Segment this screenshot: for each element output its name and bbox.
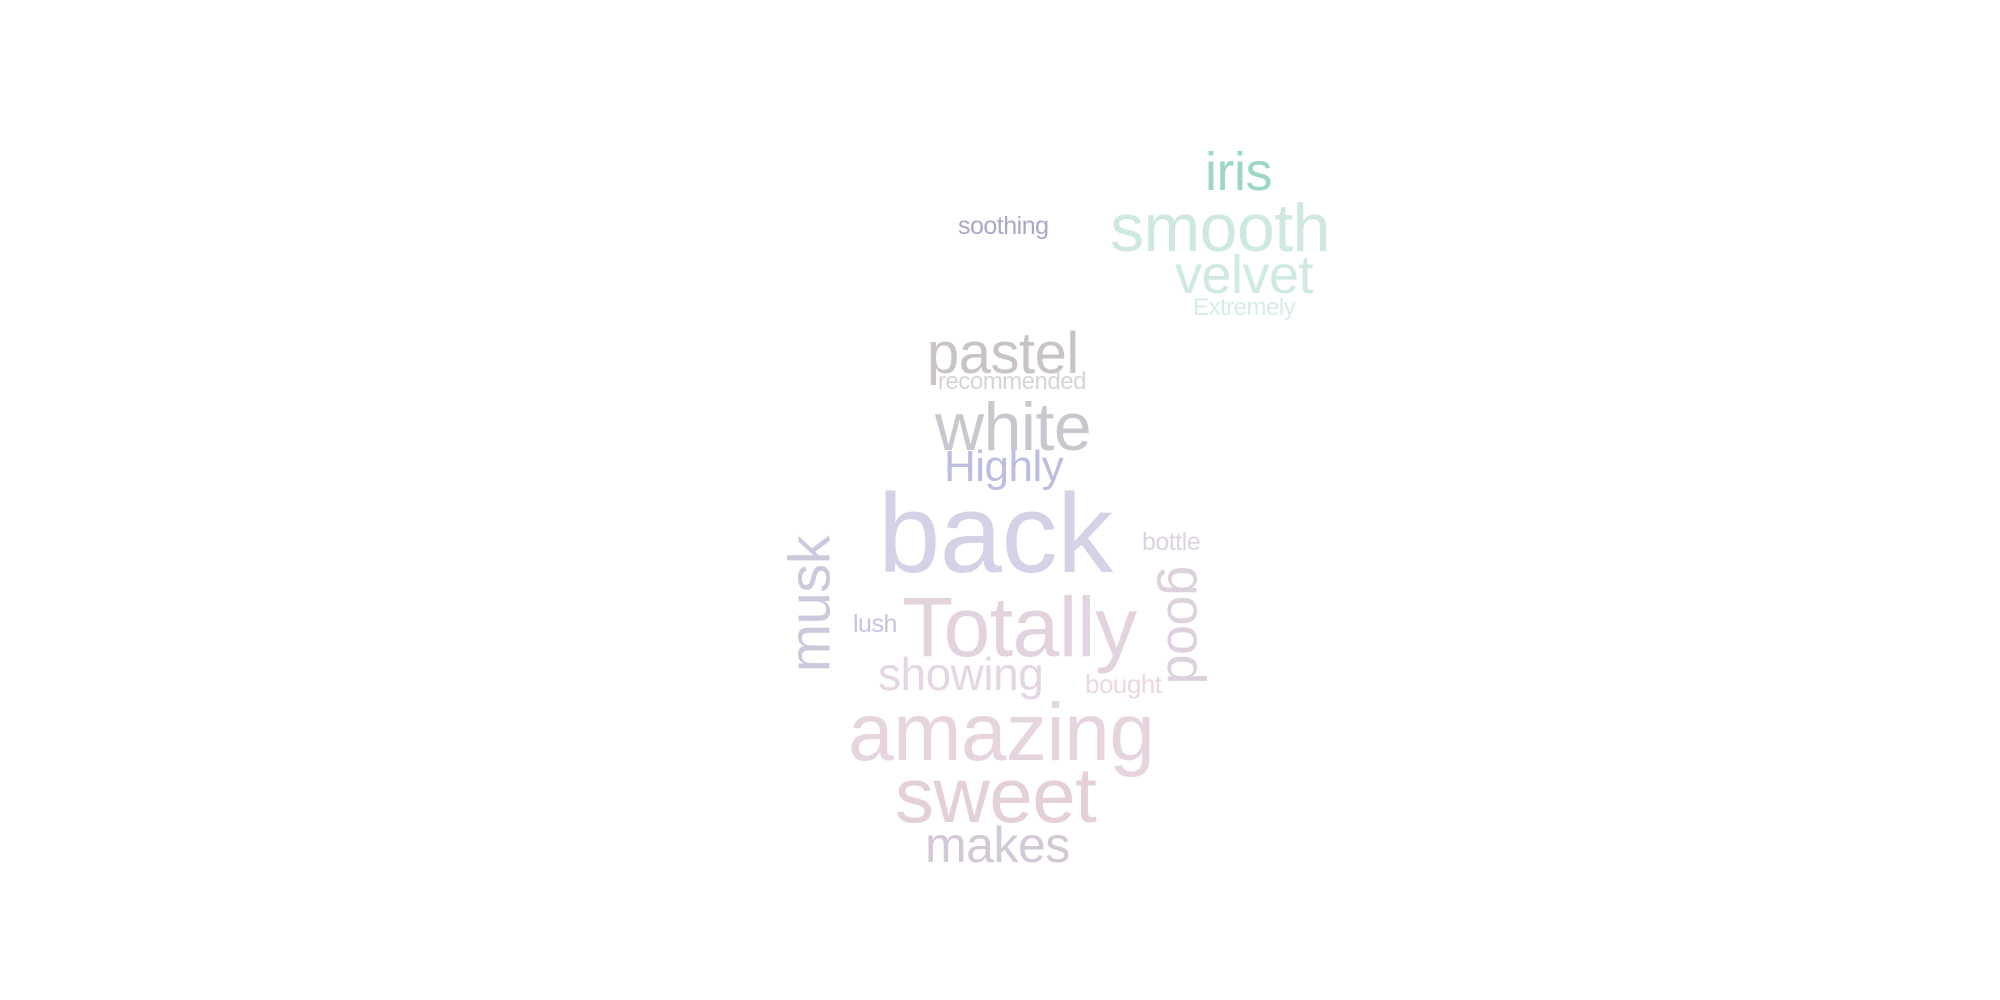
word-soothing: soothing (958, 212, 1049, 240)
word-extremely: Extremely (1193, 294, 1296, 321)
word-pastel: pastel (927, 321, 1079, 386)
word-totally: Totally (902, 580, 1137, 674)
word-sweet: sweet (895, 751, 1097, 839)
word-bought: bought (1085, 669, 1162, 699)
word-musk: musk (777, 535, 843, 673)
word-back: back (878, 471, 1113, 596)
word-bottle: bottle (1142, 528, 1201, 556)
word-makes: makes (925, 817, 1070, 873)
word-good: good (1156, 565, 1217, 685)
word-lush: lush (853, 610, 897, 638)
word-recommended: recommended (938, 368, 1086, 395)
word-smooth: smooth (1110, 190, 1331, 266)
word-iris: iris (1205, 142, 1272, 202)
word-white: white (935, 389, 1092, 465)
word-highly: Highly (944, 442, 1064, 491)
word-amazing: amazing (848, 687, 1155, 778)
word-velvet: velvet (1175, 245, 1314, 305)
word-showing: showing (878, 648, 1044, 700)
